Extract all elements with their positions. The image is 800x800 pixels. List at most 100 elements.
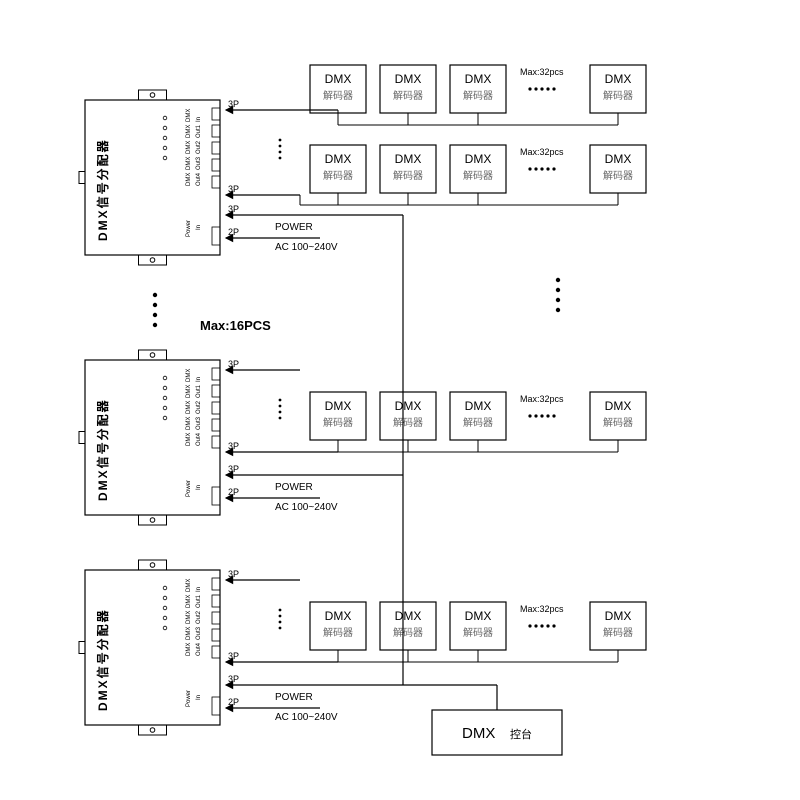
dmx-splitter: DMX信号分配器 DMX In DMX Out1 DMX Out2 DMX Out3 DMX Out… <box>79 560 220 735</box>
dmx-decoder: DMX 解码器 <box>450 392 506 452</box>
ellipsis-chain <box>528 414 555 417</box>
svg-text:解码器: 解码器 <box>463 416 493 429</box>
dmx-decoder: DMX 解码器 <box>380 145 436 205</box>
dmx-splitter: DMX信号分配器DMXInDMXOut1DMXOut2DMXOut3DMXOut… <box>79 350 220 525</box>
ellipsis-chain <box>528 167 555 170</box>
svg-text:3P: 3P <box>228 184 239 194</box>
svg-text:解码器: 解码器 <box>603 89 633 102</box>
dmx-decoder: DMX 解码器 <box>590 602 646 662</box>
svg-text:POWER: POWER <box>275 482 313 493</box>
svg-text:DMX: DMX <box>186 109 192 122</box>
port-3p: 3P <box>228 99 239 109</box>
svg-text:Out1: Out1 <box>196 384 202 398</box>
svg-text:解码器: 解码器 <box>463 169 493 182</box>
svg-text:解码器: 解码器 <box>603 626 633 639</box>
svg-text:Out4: Out4 <box>196 642 202 656</box>
svg-text:Out2: Out2 <box>196 140 202 154</box>
svg-text:DMX: DMX <box>186 627 192 640</box>
svg-text:Out3: Out3 <box>196 626 202 640</box>
svg-text:In: In <box>196 225 202 230</box>
svg-text:AC 100~240V: AC 100~240V <box>275 502 338 513</box>
ellipsis-ports <box>279 399 282 420</box>
svg-text:DMX: DMX <box>186 157 192 170</box>
svg-text:In: In <box>196 695 202 700</box>
svg-text:DMX: DMX <box>186 611 192 624</box>
svg-text:POWER: POWER <box>275 692 313 703</box>
svg-text:解码器: 解码器 <box>393 626 423 639</box>
svg-text:3P: 3P <box>228 441 239 451</box>
dmx-decoder: DMX解码器 <box>590 392 646 452</box>
svg-text:DMX: DMX <box>186 579 192 592</box>
svg-text:解码器: 解码器 <box>323 169 353 182</box>
svg-text:DMX: DMX <box>465 72 492 86</box>
dmx-splitter: DMX信号分配器DMXInDMXOut1DMXOut2DMXOut3DMXOut… <box>79 90 220 265</box>
svg-text:Out3: Out3 <box>196 416 202 430</box>
svg-text:控台: 控台 <box>510 727 532 741</box>
svg-text:DMX: DMX <box>186 125 192 138</box>
svg-text:DMX: DMX <box>325 72 352 86</box>
splitter-title: DMX信号分配器 <box>95 608 110 711</box>
ellipsis-ports <box>279 609 282 630</box>
svg-text:2P: 2P <box>228 487 239 497</box>
svg-text:AC 100~240V: AC 100~240V <box>275 242 338 253</box>
svg-text:DMX: DMX <box>605 609 632 623</box>
ellipsis-chain <box>528 624 555 627</box>
svg-text:DMX: DMX <box>462 725 495 742</box>
max-chain-label: Max:32pcs <box>520 394 564 404</box>
port-2p: 2P <box>228 227 239 237</box>
svg-text:DMX: DMX <box>395 72 422 86</box>
max-splitters-label: Max:16PCS <box>200 318 271 333</box>
svg-text:3P: 3P <box>228 674 239 684</box>
svg-text:Out1: Out1 <box>196 124 202 138</box>
svg-text:解码器: 解码器 <box>463 89 493 102</box>
svg-text:DMX: DMX <box>605 399 632 413</box>
splitter-title: DMX信号分配器 <box>95 138 110 241</box>
svg-text:3P: 3P <box>228 651 239 661</box>
svg-text:Power: Power <box>186 690 192 707</box>
svg-text:解码器: 解码器 <box>603 169 633 182</box>
svg-text:2P: 2P <box>228 697 239 707</box>
splitter-title: DMX信号分配器 <box>95 398 110 501</box>
svg-text:DMX: DMX <box>186 643 192 656</box>
svg-text:解码器: 解码器 <box>393 89 423 102</box>
dmx-decoder: DMX 解码器 <box>380 392 436 452</box>
dmx-decoder: DMX解码器 <box>450 602 506 662</box>
svg-text:解码器: 解码器 <box>323 626 353 639</box>
svg-text:解码器: 解码器 <box>323 416 353 429</box>
svg-text:DMX: DMX <box>325 399 352 413</box>
dmx-decoder: DMX 解码器 <box>590 65 646 125</box>
svg-text:DMX: DMX <box>605 152 632 166</box>
dmx-decoder: DMX 解码器 <box>590 145 646 205</box>
svg-text:3P: 3P <box>228 359 239 369</box>
svg-text:DMX: DMX <box>605 72 632 86</box>
svg-text:Out2: Out2 <box>196 610 202 624</box>
svg-text:解码器: 解码器 <box>323 89 353 102</box>
svg-text:DMX: DMX <box>186 595 192 608</box>
svg-text:DMX: DMX <box>325 152 352 166</box>
svg-text:解码器: 解码器 <box>393 416 423 429</box>
svg-text:In: In <box>196 117 202 122</box>
svg-text:DMX: DMX <box>395 399 422 413</box>
svg-text:AC 100~240V: AC 100~240V <box>275 712 338 723</box>
ellipsis-splitters <box>153 293 157 327</box>
svg-text:Power: Power <box>186 480 192 497</box>
svg-text:DMX: DMX <box>465 399 492 413</box>
max-chain-label: Max:32pcs <box>520 604 564 614</box>
svg-text:In: In <box>196 377 202 382</box>
dmx-decoder: DMX解码器 <box>380 602 436 662</box>
dmx-decoder: DMX 解码器 <box>310 145 366 205</box>
dmx-decoder: DMX 解码器 <box>450 145 506 205</box>
svg-text:解码器: 解码器 <box>463 626 493 639</box>
dmx-controller: DMX 控台 <box>432 710 562 755</box>
svg-text:解码器: 解码器 <box>393 169 423 182</box>
svg-text:DMX: DMX <box>465 152 492 166</box>
max-chain-label: Max:32pcs <box>520 67 564 77</box>
svg-text:Out4: Out4 <box>196 432 202 446</box>
svg-text:DMX: DMX <box>186 385 192 398</box>
svg-text:3P: 3P <box>228 464 239 474</box>
svg-text:Out1: Out1 <box>196 594 202 608</box>
svg-text:DMX: DMX <box>186 417 192 430</box>
svg-text:Power: Power <box>186 220 192 237</box>
svg-text:DMX: DMX <box>395 152 422 166</box>
ellipsis-right <box>556 278 560 312</box>
